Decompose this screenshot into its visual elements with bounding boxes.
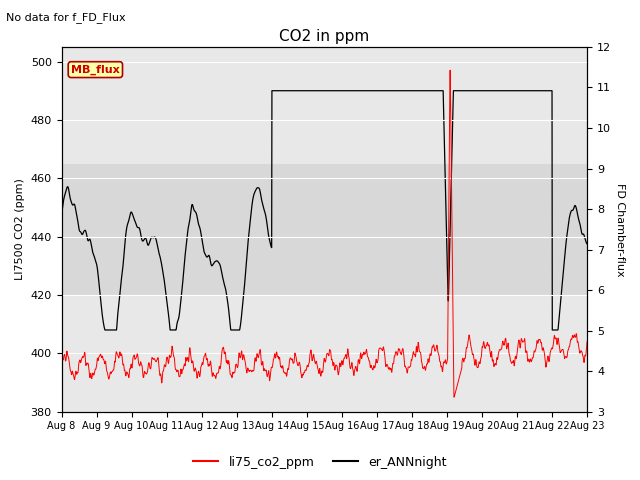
Text: No data for f_FD_Flux: No data for f_FD_Flux <box>6 12 126 23</box>
Bar <box>61 164 588 295</box>
Y-axis label: LI7500 CO2 (ppm): LI7500 CO2 (ppm) <box>15 179 25 280</box>
li75_co2_ppm <box>584 338 591 344</box>
er_ANNnight <box>84 238 92 244</box>
er_ANNnight <box>569 207 577 213</box>
li75_co2_ppm <box>314 362 321 368</box>
li75_co2_ppm <box>568 333 576 339</box>
Text: MB_flux: MB_flux <box>71 64 120 75</box>
er_ANNnight <box>314 88 321 94</box>
li75_co2_ppm <box>446 67 454 73</box>
Line: er_ANNnight: er_ANNnight <box>61 91 588 330</box>
er_ANNnight <box>58 210 65 216</box>
er_ANNnight <box>584 241 591 247</box>
Title: CO2 in ppm: CO2 in ppm <box>279 29 369 44</box>
li75_co2_ppm <box>84 361 92 367</box>
Y-axis label: FD Chamber-flux: FD Chamber-flux <box>615 182 625 276</box>
er_ANNnight <box>101 327 109 333</box>
li75_co2_ppm <box>569 333 577 338</box>
Legend: li75_co2_ppm, er_ANNnight: li75_co2_ppm, er_ANNnight <box>188 451 452 474</box>
Line: li75_co2_ppm: li75_co2_ppm <box>61 70 588 397</box>
er_ANNnight <box>472 88 480 94</box>
er_ANNnight <box>268 88 276 94</box>
li75_co2_ppm <box>450 394 458 400</box>
li75_co2_ppm <box>472 357 480 363</box>
li75_co2_ppm <box>300 372 307 378</box>
li75_co2_ppm <box>58 359 65 364</box>
er_ANNnight <box>300 88 308 94</box>
er_ANNnight <box>568 207 576 213</box>
